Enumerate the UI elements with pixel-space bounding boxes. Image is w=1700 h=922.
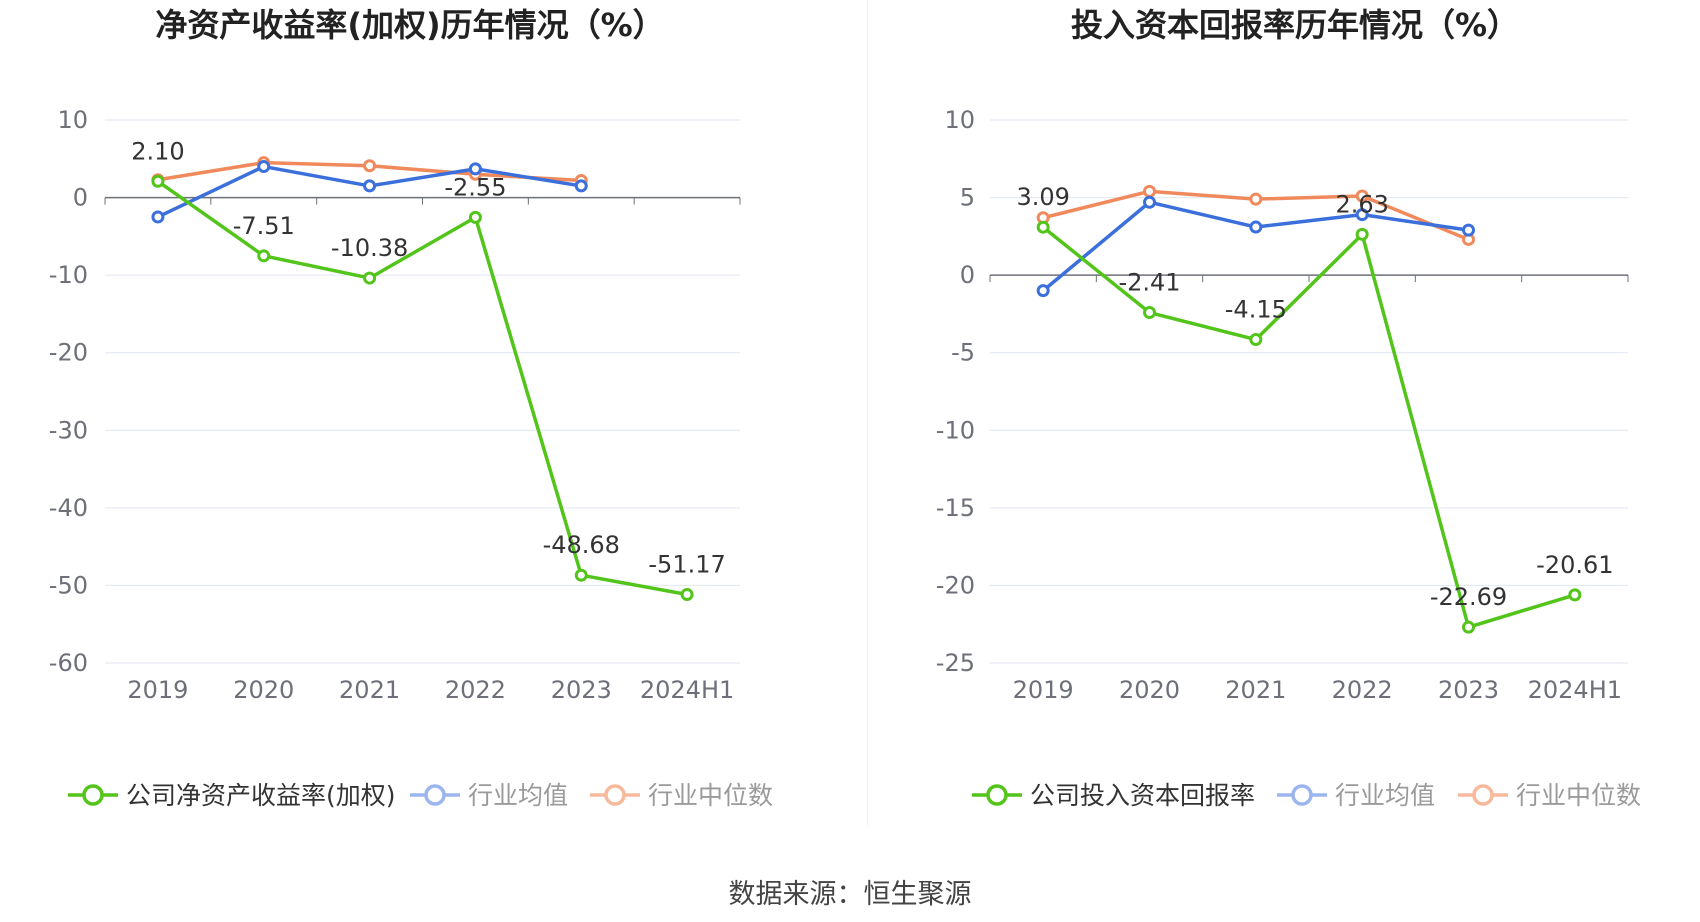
- legend-marker-icon: [1472, 784, 1494, 806]
- data-label: -51.17: [648, 551, 725, 579]
- y-tick-label: 10: [944, 106, 975, 134]
- legend-marker-icon: [604, 784, 626, 806]
- data-source-note: 数据来源：恒生聚源: [728, 879, 972, 910]
- y-tick-label: -15: [936, 494, 975, 522]
- data-label: -22.69: [1430, 583, 1507, 611]
- x-tick-label: 2021: [339, 676, 400, 704]
- y-tick-label: -25: [936, 649, 975, 677]
- data-point: [1462, 223, 1475, 237]
- data-point: [1568, 588, 1582, 602]
- panel-divider: [867, 0, 868, 825]
- data-point: [574, 568, 588, 582]
- legend-item[interactable]: 公司净资产收益率(加权): [68, 781, 396, 810]
- data-point: [1462, 620, 1475, 634]
- legend-item[interactable]: 行业中位数: [1458, 781, 1641, 810]
- legend-label: 行业中位数: [1516, 781, 1641, 810]
- data-label: -20.61: [1536, 551, 1613, 579]
- data-point: [680, 588, 694, 602]
- legend-marker-icon: [424, 784, 446, 806]
- data-point: [1036, 220, 1050, 234]
- x-tick-label: 2021: [1225, 676, 1286, 704]
- y-tick-label: -50: [49, 571, 88, 599]
- legend-label: 公司净资产收益率(加权): [126, 781, 396, 810]
- x-tick-label: 2022: [1332, 676, 1393, 704]
- data-point: [257, 249, 271, 263]
- chart-title: 投入资本回报率历年情况（%）: [1071, 6, 1519, 44]
- data-point: [574, 179, 588, 193]
- data-point: [363, 159, 377, 173]
- series-line-1: [156, 179, 688, 597]
- y-tick-label: -60: [49, 649, 88, 677]
- chart-panel-2: 投入资本回报率历年情况（%） 10 5 0 -5 -10 -15 -20 -25 2019 2020…: [936, 6, 1641, 810]
- data-point: [1355, 227, 1369, 241]
- legend-label: 公司投入资本回报率: [1030, 781, 1255, 810]
- y-tick-label: 0: [73, 184, 88, 212]
- legend-marker-icon: [986, 784, 1008, 806]
- y-tick-label: -20: [936, 571, 975, 599]
- y-tick-label: 10: [57, 106, 88, 134]
- data-point: [1355, 189, 1369, 203]
- legend-label: 行业均值: [468, 781, 568, 810]
- x-tick-label: 2020: [233, 676, 294, 704]
- data-point: [468, 210, 482, 224]
- legend-item[interactable]: 行业均值: [410, 781, 568, 810]
- y-tick-label: 5: [960, 184, 975, 212]
- x-tick-label: 2023: [1438, 676, 1499, 704]
- y-tick-label: -20: [49, 339, 88, 367]
- data-label: -2.55: [444, 173, 506, 201]
- legend-marker-icon: [82, 784, 104, 806]
- legend-item[interactable]: 行业中位数: [590, 781, 773, 810]
- data-point: [1143, 184, 1156, 198]
- data-label: 3.09: [1016, 183, 1069, 211]
- chart-title: 净资产收益率(加权)历年情况（%）: [155, 6, 664, 44]
- y-tick-label: -40: [49, 494, 88, 522]
- legend-item[interactable]: 公司投入资本回报率: [972, 781, 1255, 810]
- data-point: [1249, 333, 1263, 347]
- data-label: 2.10: [131, 137, 184, 165]
- y-tick-label: -5: [951, 339, 975, 367]
- data-point: [1249, 220, 1263, 234]
- data-point: [363, 179, 377, 193]
- data-label: 2.63: [1335, 190, 1388, 218]
- x-tick-label: 2019: [1013, 676, 1074, 704]
- data-point: [1143, 306, 1156, 320]
- x-tick-label: 2023: [551, 676, 612, 704]
- series-line-1: [1042, 225, 1576, 629]
- data-point: [1143, 195, 1156, 209]
- data-label: -10.38: [331, 234, 408, 262]
- data-point: [151, 174, 165, 188]
- legend-marker-icon: [1291, 784, 1313, 806]
- data-label: -4.15: [1225, 296, 1287, 324]
- data-point: [1355, 208, 1369, 222]
- legend-label: 行业中位数: [648, 781, 773, 810]
- data-label: -48.68: [543, 531, 620, 559]
- data-point: [1249, 192, 1263, 206]
- legend-item[interactable]: 行业均值: [1277, 781, 1435, 810]
- data-point: [151, 210, 165, 224]
- data-label: -7.51: [233, 212, 295, 240]
- y-tick-label: -10: [936, 416, 975, 444]
- legend-label: 行业均值: [1335, 781, 1435, 810]
- y-tick-label: 0: [960, 261, 975, 289]
- data-point: [468, 162, 482, 176]
- x-tick-label: 2022: [445, 676, 506, 704]
- data-label: -2.41: [1118, 269, 1180, 297]
- x-tick-label: 2024H1: [1528, 676, 1622, 704]
- y-tick-label: -30: [49, 416, 88, 444]
- data-point: [1036, 284, 1050, 298]
- x-tick-label: 2020: [1119, 676, 1180, 704]
- chart-panel-1: 净资产收益率(加权)历年情况（%） 10 0 -10 -20 -30 -40 -50 -60 20…: [49, 6, 773, 810]
- y-tick-label: -10: [49, 261, 88, 289]
- x-tick-label: 2024H1: [640, 676, 734, 704]
- x-tick-label: 2019: [127, 676, 188, 704]
- data-point: [257, 160, 271, 174]
- data-point: [363, 271, 377, 285]
